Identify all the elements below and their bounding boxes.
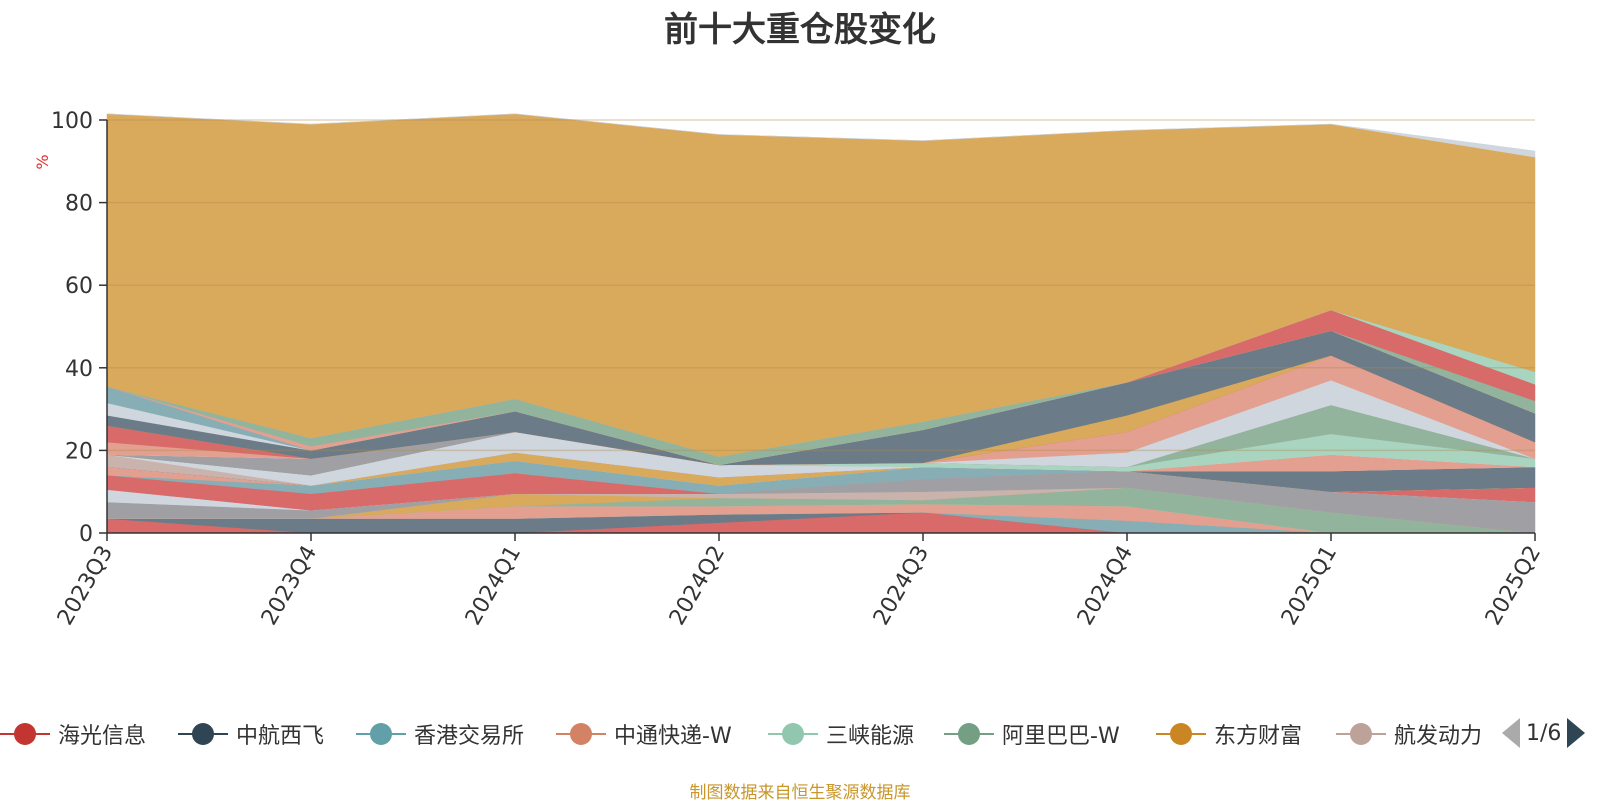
legend-item-5[interactable]: 阿里巴巴-W — [944, 714, 1120, 754]
legend-marker-icon — [0, 714, 50, 754]
legend-label: 阿里巴巴-W — [1002, 724, 1120, 749]
legend-item-6[interactable]: 东方财富 — [1156, 714, 1302, 754]
pager-prev-icon[interactable] — [1502, 718, 1520, 748]
pager-next-icon[interactable] — [1567, 718, 1586, 748]
y-tick-label-3: 60 — [65, 274, 93, 299]
legend-pager: 1/6 — [1502, 716, 1586, 750]
pager-text: 1/6 — [1526, 720, 1562, 746]
legend-item-1[interactable]: 中航西飞 — [178, 714, 324, 754]
legend-marker-icon — [178, 714, 228, 754]
x-tick-label-2: 2024Q1 — [461, 542, 526, 630]
x-tick-label-1: 2023Q4 — [257, 542, 322, 630]
chart-title: 前十大重仓股变化 — [664, 10, 936, 50]
legend-label: 香港交易所 — [414, 724, 525, 749]
legend-label: 海光信息 — [58, 724, 147, 749]
y-tick-label-0: 0 — [79, 522, 93, 547]
legend-item-3[interactable]: 中通快递-W — [556, 714, 732, 754]
legend: 海光信息 中航西飞 香港交易所 中通快递-W 三峡能源 阿里巴巴-W 东方财富 航发动力 — [0, 714, 1600, 754]
y-tick-label-4: 80 — [65, 192, 93, 217]
legend-label: 中航西飞 — [236, 724, 325, 749]
legend-marker-icon — [944, 714, 994, 754]
area-layers — [106, 113, 1536, 534]
y-axis-label: % — [33, 154, 52, 169]
legend-label: 中通快递-W — [614, 724, 732, 749]
legend-item-0[interactable]: 海光信息 — [0, 714, 146, 754]
legend-marker-icon — [556, 714, 606, 754]
legend-marker-icon — [1156, 714, 1206, 754]
legend-marker-icon — [1336, 714, 1386, 754]
x-tick-label-7: 2025Q2 — [1481, 542, 1546, 630]
legend-item-2[interactable]: 香港交易所 — [356, 714, 524, 754]
x-tick-label-4: 2024Q3 — [869, 542, 934, 630]
legend-label: 三峡能源 — [826, 724, 915, 749]
series-area-34 — [106, 113, 1536, 158]
x-tick-label-3: 2024Q2 — [665, 542, 730, 630]
x-tick-label-0: 2023Q3 — [53, 542, 118, 630]
y-tick-label-2: 40 — [65, 357, 93, 382]
legend-label: 东方财富 — [1214, 724, 1303, 749]
legend-marker-icon — [768, 714, 818, 754]
y-tick-label-1: 20 — [65, 439, 93, 464]
legend-label: 航发动力 — [1394, 724, 1483, 749]
y-tick-label-5: 100 — [51, 109, 93, 134]
legend-item-4[interactable]: 三峡能源 — [768, 714, 914, 754]
legend-item-7[interactable]: 航发动力 — [1336, 714, 1482, 754]
x-tick-label-5: 2024Q4 — [1073, 542, 1138, 630]
x-tick-label-6: 2025Q1 — [1277, 542, 1342, 630]
source-footer: 制图数据来自恒生聚源数据库 — [689, 783, 911, 803]
legend-marker-icon — [356, 714, 406, 754]
